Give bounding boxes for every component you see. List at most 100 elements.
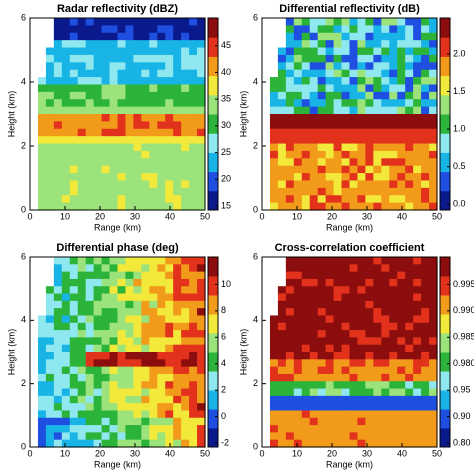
field-cell xyxy=(149,173,158,182)
field-cell xyxy=(389,202,398,211)
field-cell xyxy=(157,69,166,78)
field-cell xyxy=(133,410,142,419)
field-cell xyxy=(357,344,367,353)
field-cell xyxy=(133,286,142,295)
field-cell xyxy=(293,410,303,419)
field-cell xyxy=(325,286,335,295)
field-cell xyxy=(389,84,398,93)
field-cell xyxy=(301,308,311,317)
field-cell xyxy=(117,417,127,426)
field-cell xyxy=(325,366,335,375)
field-cell xyxy=(381,114,390,122)
field-cell xyxy=(341,373,351,382)
field-cell xyxy=(93,417,103,426)
field-cell xyxy=(101,40,111,49)
field-cell xyxy=(277,84,287,93)
field-cell xyxy=(285,173,295,182)
field-cell xyxy=(69,359,79,368)
field-cell xyxy=(325,32,335,41)
field-cell xyxy=(133,40,142,49)
field-cell xyxy=(125,337,135,346)
field-cell xyxy=(373,99,382,108)
field-cell xyxy=(181,271,190,280)
field-cell xyxy=(69,150,79,159)
field-cell xyxy=(333,47,343,56)
field-cell xyxy=(317,359,327,368)
field-cell xyxy=(157,180,166,189)
field-cell xyxy=(165,47,174,56)
field-cell xyxy=(293,432,303,441)
field-cell xyxy=(53,337,63,346)
field-cell xyxy=(101,143,111,152)
field-cell xyxy=(309,62,319,71)
field-cell xyxy=(341,165,351,174)
plot-frame xyxy=(261,17,438,211)
field-cell xyxy=(93,18,103,26)
field-cell xyxy=(349,54,359,63)
field-cell xyxy=(165,173,174,182)
field-cell xyxy=(93,69,103,78)
field-cell xyxy=(77,91,87,100)
field-cell xyxy=(181,69,190,78)
field-cell xyxy=(173,330,182,338)
field-cell xyxy=(109,315,119,324)
field-cell xyxy=(93,308,103,317)
field-cell xyxy=(293,18,303,26)
field-cell xyxy=(317,106,327,115)
field-cell xyxy=(101,128,111,137)
field-cell xyxy=(413,271,422,280)
field-cell xyxy=(141,165,150,174)
field-cell xyxy=(141,439,150,448)
field-cell xyxy=(37,180,47,189)
field-cell xyxy=(141,121,150,130)
field-cell xyxy=(141,128,150,137)
field-cell xyxy=(93,388,103,397)
field-cell xyxy=(125,359,135,368)
field-cell xyxy=(349,195,359,204)
y-tick-label: 2 xyxy=(21,378,26,388)
colorbar-tick-label: 0.80 xyxy=(453,437,471,447)
y-tick-label: 0 xyxy=(21,204,26,214)
field-cell xyxy=(309,158,319,167)
field-cell xyxy=(197,54,206,63)
field-cell xyxy=(405,77,414,86)
field-cell xyxy=(61,410,71,419)
x-tick-label: 50 xyxy=(200,211,210,221)
field-cell xyxy=(285,373,295,382)
field-cell xyxy=(429,128,438,137)
field-cell xyxy=(181,381,190,390)
field-cell xyxy=(301,359,311,368)
field-cell xyxy=(93,143,103,152)
field-cell xyxy=(397,165,406,174)
field-cell xyxy=(309,373,319,382)
field-cell xyxy=(373,264,382,273)
field-cell xyxy=(429,114,438,122)
field-cell xyxy=(149,395,158,404)
field-cell xyxy=(389,77,398,86)
field-cell xyxy=(405,195,414,204)
field-cell xyxy=(149,62,158,71)
field-cell xyxy=(405,257,414,265)
field-cell xyxy=(341,395,351,404)
field-cell xyxy=(405,99,414,108)
field-cell xyxy=(413,322,422,331)
field-cell xyxy=(413,158,422,167)
field-cell xyxy=(421,84,430,93)
field-cell xyxy=(77,395,87,404)
field-cell xyxy=(421,352,430,360)
field-cell xyxy=(341,278,351,287)
field-cell xyxy=(429,91,438,100)
field-cell xyxy=(365,293,374,302)
field-cell xyxy=(141,300,150,309)
field-cell xyxy=(181,202,190,211)
field-cell xyxy=(301,257,311,265)
field-cell xyxy=(125,322,135,331)
field-cell xyxy=(285,47,295,56)
field-cell xyxy=(421,330,430,338)
field-cell xyxy=(309,106,319,115)
field-cell xyxy=(373,47,382,56)
field-cell xyxy=(125,18,135,26)
field-cell xyxy=(365,366,374,375)
field-cell xyxy=(309,432,319,441)
field-cell xyxy=(397,91,406,100)
